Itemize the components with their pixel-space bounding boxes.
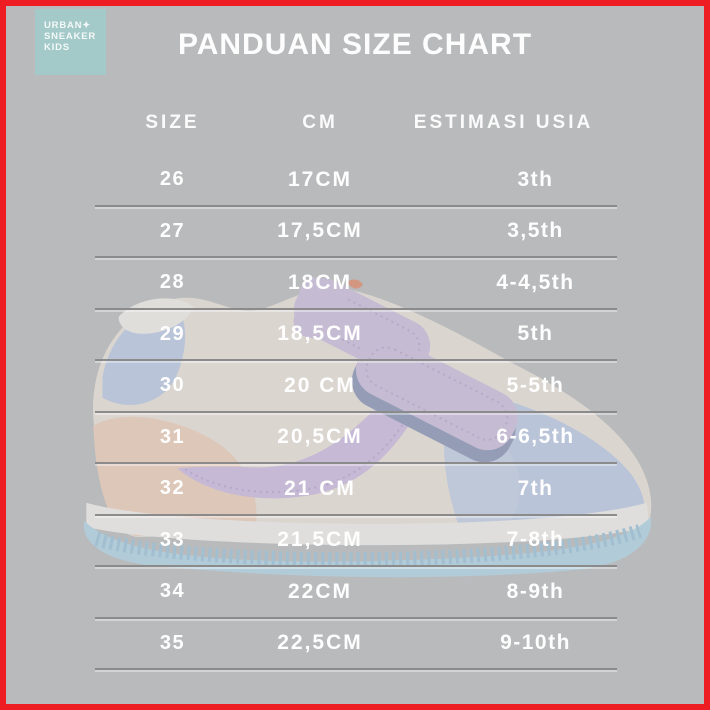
cm-cell: 20 CM [284, 373, 356, 397]
size-cell: 29 [159, 322, 186, 345]
table-row: 30 20 CM 5-5th [95, 361, 617, 413]
cm-cell: 17,5CM [277, 219, 363, 243]
cm-cell: 21 CM [284, 476, 356, 500]
header-size: SIZE [145, 112, 200, 133]
table-row: 28 18CM 4-4,5th [95, 258, 617, 310]
brand-logo-line: SNEAKER [44, 31, 97, 43]
size-table: 26 17CM 3th 27 17,5CM 3,5th 28 18CM 4-4,… [95, 155, 617, 670]
cm-cell: 20,5CM [277, 425, 363, 449]
table-row: 29 18,5CM 5th [95, 310, 617, 361]
cm-cell: 17CM [287, 167, 353, 191]
brand-logo-line: KIDS [44, 42, 70, 54]
page-title: PANDUAN SIZE CHART [177, 28, 533, 61]
table-row: 32 21 CM 7th [95, 464, 617, 516]
table-header: SIZE CM ESTIMASI USIA [95, 106, 617, 140]
size-cell: 26 [159, 168, 186, 191]
size-cell: 33 [159, 528, 186, 551]
age-cell: 3th [517, 167, 554, 191]
age-cell: 6-6,5th [496, 425, 575, 449]
size-cell: 30 [159, 374, 186, 397]
size-cell: 32 [159, 477, 186, 500]
cm-cell: 18,5CM [277, 322, 363, 346]
table-row: 26 17CM 3th [95, 155, 617, 207]
brand-logo-line: URBAN✦ [44, 20, 92, 31]
sneaker-image [83, 277, 652, 578]
age-cell: 5th [517, 322, 554, 346]
table-row: 27 17,5CM 3,5th [95, 207, 617, 258]
brand-logo: URBAN✦ SNEAKER KIDS [35, 9, 106, 75]
cm-cell: 21,5CM [277, 528, 363, 552]
header-estimasi-usia: ESTIMASI USIA [413, 112, 594, 133]
age-cell: 9-10th [500, 631, 571, 655]
size-cell: 31 [159, 425, 186, 448]
table-row: 31 20,5CM 6-6,5th [95, 413, 617, 464]
size-cell: 28 [159, 271, 186, 294]
age-cell: 7-8th [506, 528, 565, 552]
table-row: 35 22,5CM 9-10th [95, 619, 617, 670]
size-cell: 34 [159, 580, 186, 603]
age-cell: 4-4,5th [496, 270, 575, 294]
size-cell: 27 [159, 219, 186, 242]
age-cell: 7th [517, 476, 554, 500]
age-cell: 8-9th [506, 579, 565, 603]
size-cell: 35 [159, 631, 186, 654]
cm-cell: 18CM [287, 270, 353, 294]
cm-cell: 22CM [287, 579, 353, 603]
cm-cell: 22,5CM [277, 631, 363, 655]
table-row: 34 22CM 8-9th [95, 567, 617, 619]
table-row: 33 21,5CM 7-8th [95, 516, 617, 567]
age-cell: 5-5th [506, 373, 565, 397]
header-cm: CM [302, 112, 338, 133]
age-cell: 3,5th [507, 219, 564, 243]
